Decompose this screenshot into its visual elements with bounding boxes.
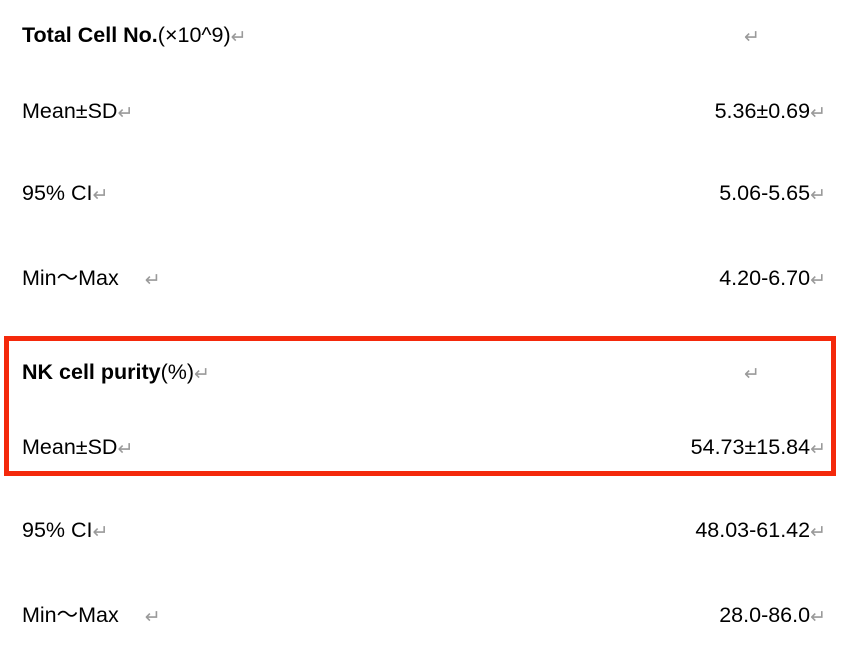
row-value-total-cell-no: ↵ bbox=[744, 25, 760, 47]
row-label-min-max: Min～Max ↵ bbox=[22, 266, 161, 292]
return-mark-icon: ↵ bbox=[144, 607, 161, 629]
row-value-95-ci: 5.06-5.65↵ bbox=[719, 181, 826, 207]
return-mark-icon: ↵ bbox=[744, 364, 760, 386]
row-label-text: 95% CI bbox=[22, 518, 93, 543]
row-label-min-max: Min～Max ↵ bbox=[22, 603, 161, 629]
row-value-nk-cell-purity: ↵ bbox=[744, 362, 760, 384]
section-unit-total-cell-no: (×10^9) bbox=[157, 23, 231, 48]
row-value-95-ci: 48.03-61.42↵ bbox=[695, 518, 826, 544]
row-label-95-ci: 95% CI↵ bbox=[22, 518, 109, 544]
row-label-text: Mean±SD bbox=[22, 435, 118, 460]
section-title-total-cell-no: Total Cell No. bbox=[22, 23, 158, 48]
table-row: 95% CI↵ 48.03-61.42↵ bbox=[0, 495, 856, 567]
row-label-text: Min～Max bbox=[22, 603, 119, 628]
row-value-text: 5.36±0.69 bbox=[714, 99, 811, 124]
return-mark-icon: ↵ bbox=[92, 185, 109, 207]
table-row: Mean±SD↵ 5.36±0.69↵ bbox=[0, 76, 856, 148]
row-label-95-ci: 95% CI↵ bbox=[22, 181, 109, 207]
return-mark-icon: ↵ bbox=[194, 364, 210, 386]
row-value-mean-sd: 54.73±15.84↵ bbox=[690, 435, 826, 461]
return-mark-icon: ↵ bbox=[230, 27, 247, 49]
row-label-text: Min～Max bbox=[22, 266, 119, 291]
row-value-mean-sd: 5.36±0.69↵ bbox=[714, 99, 826, 125]
section-unit-nk-cell-purity: (%) bbox=[160, 360, 195, 385]
return-mark-icon: ↵ bbox=[144, 270, 161, 292]
row-value-text: 54.73±15.84 bbox=[690, 435, 811, 460]
row-label-text: 95% CI bbox=[22, 181, 93, 206]
row-value-text: 5.06-5.65 bbox=[719, 181, 811, 206]
return-mark-icon: ↵ bbox=[810, 439, 826, 461]
return-mark-icon: ↵ bbox=[810, 270, 826, 292]
return-mark-icon: ↵ bbox=[810, 522, 826, 544]
return-mark-icon: ↵ bbox=[92, 522, 109, 544]
return-mark-icon: ↵ bbox=[744, 27, 760, 49]
row-label-total-cell-no: Total Cell No.(×10^9)↵ bbox=[22, 23, 247, 49]
table-row-header-total-cell-no: Total Cell No.(×10^9)↵ ↵ bbox=[0, 0, 856, 72]
row-label-mean-sd: Mean±SD↵ bbox=[22, 99, 134, 125]
row-value-text: 4.20-6.70 bbox=[719, 266, 811, 291]
row-value-text: 28.0-86.0 bbox=[719, 603, 811, 628]
return-mark-icon: ↵ bbox=[810, 185, 826, 207]
table-row-header-nk-cell-purity: NK cell purity(%)↵ ↵ bbox=[0, 337, 856, 409]
table-row: Min～Max ↵ 4.20-6.70↵ bbox=[0, 243, 856, 315]
row-label-mean-sd: Mean±SD↵ bbox=[22, 435, 134, 461]
section-title-nk-cell-purity: NK cell purity bbox=[22, 360, 161, 385]
table-row: Mean±SD↵ 54.73±15.84↵ bbox=[0, 412, 856, 484]
return-mark-icon: ↵ bbox=[117, 103, 134, 125]
return-mark-icon: ↵ bbox=[810, 103, 826, 125]
return-mark-icon: ↵ bbox=[810, 607, 826, 629]
return-mark-icon: ↵ bbox=[117, 439, 134, 461]
table-row: Min～Max ↵ 28.0-86.0↵ bbox=[0, 580, 856, 652]
row-value-text: 48.03-61.42 bbox=[695, 518, 811, 543]
table-row: 95% CI↵ 5.06-5.65↵ bbox=[0, 158, 856, 230]
row-label-text: Mean±SD bbox=[22, 99, 118, 124]
row-label-nk-cell-purity: NK cell purity(%)↵ bbox=[22, 360, 210, 386]
row-value-min-max: 4.20-6.70↵ bbox=[719, 266, 826, 292]
row-value-min-max: 28.0-86.0↵ bbox=[719, 603, 826, 629]
